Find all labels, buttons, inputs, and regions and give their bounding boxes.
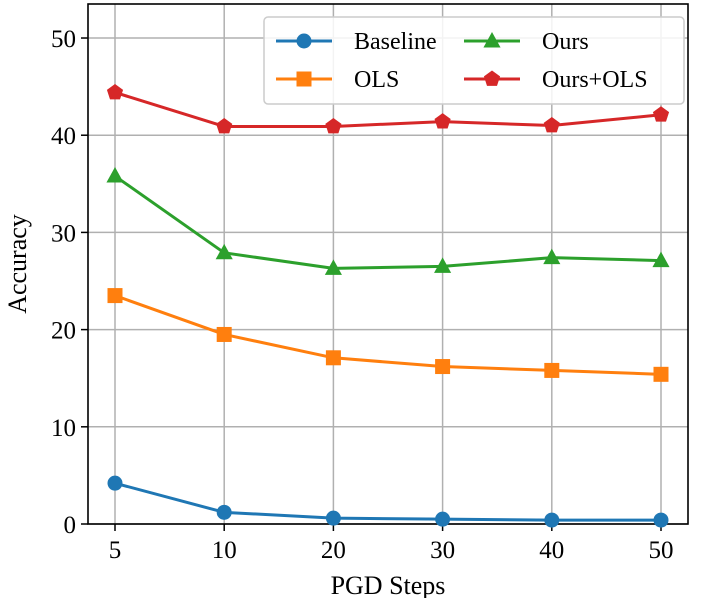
y-axis-title: Accuracy xyxy=(3,214,32,314)
y-tick-label: 0 xyxy=(64,512,77,539)
x-tick-label: 30 xyxy=(430,537,455,564)
data-point-ours xyxy=(106,167,124,183)
x-tick-label: 40 xyxy=(539,537,564,564)
legend-label-ours: Ours xyxy=(542,29,589,55)
plot-frame xyxy=(87,3,689,525)
y-tick-label: 50 xyxy=(51,26,76,53)
legend: Baseline Ours OLS Ours+OLS xyxy=(263,16,685,105)
data-point-ols xyxy=(216,326,232,342)
data-point-baseline xyxy=(216,504,232,520)
x-tick-label: 10 xyxy=(212,537,237,564)
y-tick-label: 10 xyxy=(51,415,76,442)
series-layer xyxy=(106,83,670,528)
series-line-ols xyxy=(114,294,662,376)
legend-label-ours-ols: Ours+OLS xyxy=(542,67,648,93)
data-point-baseline xyxy=(107,475,123,491)
legend-box xyxy=(263,16,685,105)
legend-item-ours: Ours xyxy=(464,29,589,55)
x-tick-label: 5 xyxy=(109,537,122,564)
data-point-ols xyxy=(653,366,669,382)
data-point-ours xyxy=(543,248,561,265)
data-point-baseline xyxy=(544,512,560,528)
y-tick-label: 40 xyxy=(51,123,76,150)
series-line-ours xyxy=(114,174,662,270)
legend-marker-ols xyxy=(296,71,312,87)
data-point-ols xyxy=(325,350,341,366)
data-point-ours-ols xyxy=(106,83,124,100)
x-axis-title: PGD Steps xyxy=(331,571,446,598)
data-point-baseline xyxy=(435,511,451,527)
data-point-ols xyxy=(544,362,560,378)
legend-marker-baseline xyxy=(296,33,312,49)
data-point-ours-ols xyxy=(652,106,670,122)
legend-marker-ours-ols xyxy=(483,70,501,86)
legend-item-ols: OLS xyxy=(276,67,399,93)
legend-item-ours-ols: Ours+OLS xyxy=(464,67,648,93)
series-baseline xyxy=(107,475,669,528)
data-point-ours-ols xyxy=(216,117,233,134)
y-tick-label: 30 xyxy=(51,220,76,247)
data-point-ours-ols xyxy=(325,117,342,134)
legend-label-ols: OLS xyxy=(354,67,399,93)
data-point-ours xyxy=(652,251,670,268)
legend-item-baseline: Baseline xyxy=(276,29,437,55)
series-ols xyxy=(107,288,669,382)
y-tick-label: 20 xyxy=(51,318,76,345)
data-point-ols xyxy=(435,359,451,375)
ticks-layer: 5 10 20 30 40 50 0 10 20 30 40 50 xyxy=(51,26,674,564)
data-point-baseline xyxy=(653,512,669,528)
x-tick-label: 50 xyxy=(649,537,674,564)
data-point-ours xyxy=(215,243,233,260)
data-point-ols xyxy=(107,288,123,304)
data-point-ours xyxy=(434,257,452,273)
data-point-ours xyxy=(324,259,342,275)
series-ours-ols xyxy=(106,83,670,134)
series-ours xyxy=(106,167,670,275)
series-line-ours-ols xyxy=(114,91,662,128)
data-point-ours-ols xyxy=(543,117,560,133)
x-tick-label: 20 xyxy=(321,537,346,564)
legend-label-baseline: Baseline xyxy=(354,29,437,55)
series-line-baseline xyxy=(114,481,661,522)
legend-marker-ours xyxy=(483,32,501,48)
data-point-ours-ols xyxy=(434,113,451,129)
data-point-baseline xyxy=(325,510,341,526)
